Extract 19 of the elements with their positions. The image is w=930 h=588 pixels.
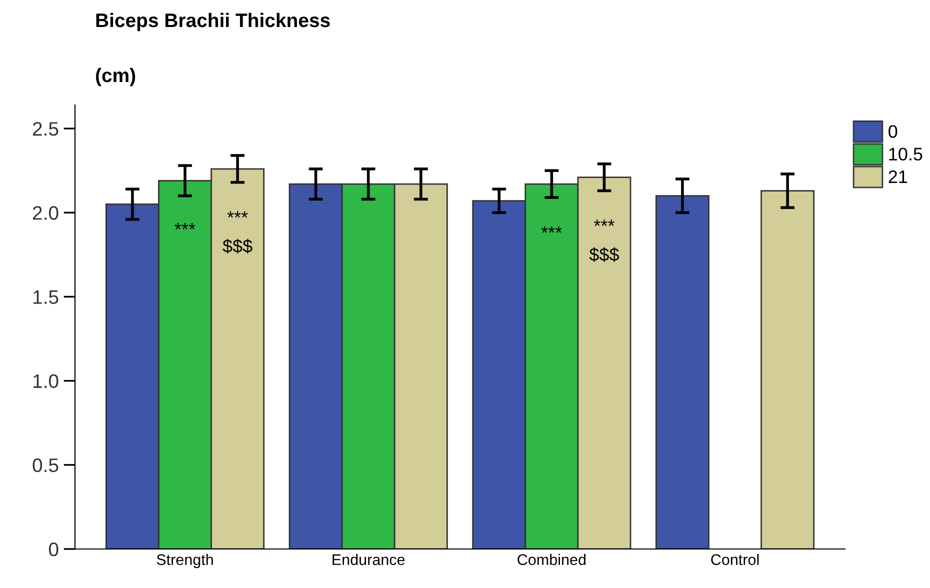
legend-label: 21 xyxy=(888,170,908,183)
data-label: *** $$$ xyxy=(222,211,252,254)
y-tick-label: 1.5 xyxy=(33,290,58,304)
data-label: *** $$$ xyxy=(589,220,619,262)
chart-subtitle: (cm) xyxy=(96,68,136,86)
y-tick-label: 0.5 xyxy=(32,458,58,472)
y-tick-label: 1.0 xyxy=(33,374,58,388)
data-label: *** xyxy=(174,223,196,230)
x-tick-label: Strength xyxy=(156,554,213,568)
legend-label: 10.5 xyxy=(889,148,922,161)
chart-title: Biceps Brachii Thickness xyxy=(96,12,330,32)
data-label: *** xyxy=(541,226,562,233)
y-tick-label: 2.0 xyxy=(32,206,58,220)
y-tick-label: 0 xyxy=(48,542,58,556)
x-tick-label: Endurance xyxy=(332,554,405,566)
x-tick-label: Control xyxy=(711,554,759,566)
x-tick-label: Combined xyxy=(518,554,586,566)
legend-label: 0 xyxy=(888,125,898,138)
y-tick-label: 2.5 xyxy=(32,122,58,136)
